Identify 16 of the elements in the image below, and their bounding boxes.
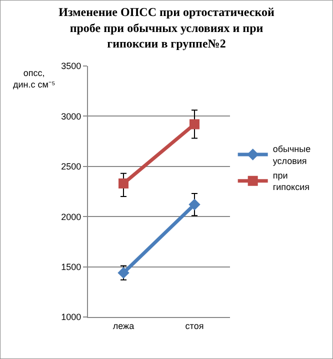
y-tick-label: 2000 <box>61 212 82 222</box>
x-tick-label: стоя <box>185 320 204 331</box>
legend-label: при гипоксия <box>272 170 310 192</box>
legend-label: обычные условия <box>272 144 311 166</box>
y-tick-label: 1000 <box>61 312 82 322</box>
y-tick-label: 3500 <box>61 61 82 72</box>
point <box>188 198 200 210</box>
y-tick-label: 3000 <box>61 111 82 122</box>
y-tick-label: 1500 <box>61 262 82 272</box>
point <box>190 119 200 130</box>
point <box>118 266 130 279</box>
point <box>118 178 128 188</box>
y-tick-label: 2500 <box>61 162 82 172</box>
y-axis-title: опсс, дин.с см⁻⁵ <box>13 68 56 90</box>
chart-title: Изменение ОПСС при ортостатической пробе при обычных условиях и при гипоксии в группе№2 <box>58 5 274 50</box>
x-tick-label: лежа <box>112 320 134 331</box>
